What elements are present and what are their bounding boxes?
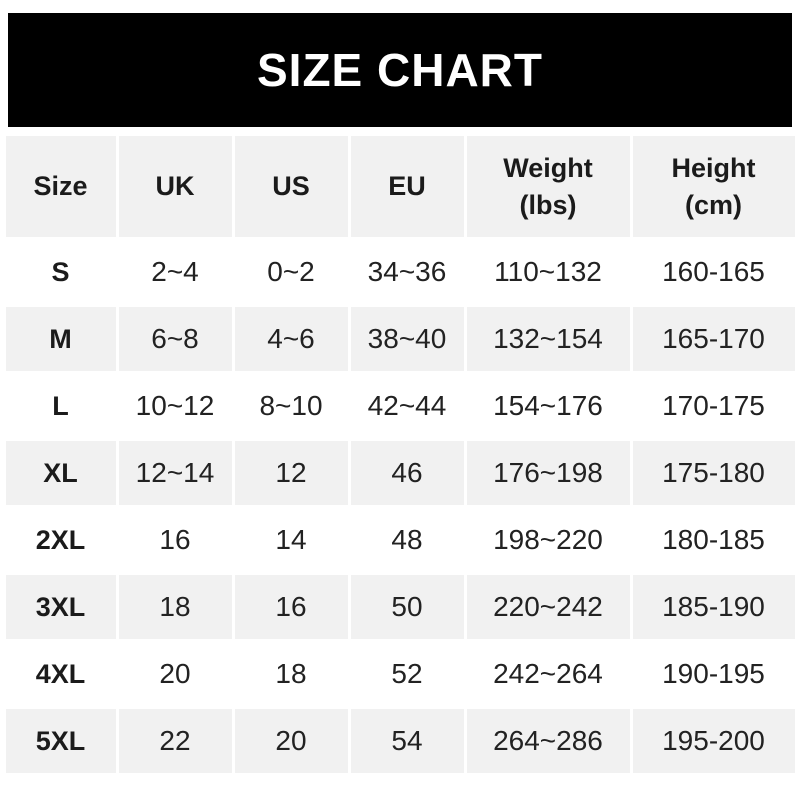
- height-cell: 170-175: [632, 374, 795, 438]
- us-cell: 8~10: [234, 374, 348, 438]
- table-row-s: S 2~4 0~2 34~36 110~132 160-165: [5, 240, 795, 304]
- us-cell: 4~6: [234, 307, 348, 371]
- table-row-5xl: 5XL 22 20 54 264~286 195-200: [5, 709, 795, 773]
- table-row-2xl: 2XL 16 14 48 198~220 180-185: [5, 508, 795, 572]
- weight-cell: 110~132: [466, 240, 630, 304]
- weight-cell: 242~264: [466, 642, 630, 706]
- us-cell: 12: [234, 441, 348, 505]
- size-cell: 5XL: [5, 709, 116, 773]
- uk-cell: 20: [118, 642, 232, 706]
- header-cell-height: Height (cm): [632, 136, 795, 237]
- us-cell: 0~2: [234, 240, 348, 304]
- eu-cell: 48: [350, 508, 464, 572]
- table-row-3xl: 3XL 18 16 50 220~242 185-190: [5, 575, 795, 639]
- table-row-4xl: 4XL 20 18 52 242~264 190-195: [5, 642, 795, 706]
- header-cell-weight: Weight (lbs): [466, 136, 630, 237]
- page-title: SIZE CHART: [257, 44, 543, 96]
- header-cell-us: US: [234, 136, 348, 237]
- eu-cell: 38~40: [350, 307, 464, 371]
- us-cell: 18: [234, 642, 348, 706]
- uk-cell: 2~4: [118, 240, 232, 304]
- eu-cell: 52: [350, 642, 464, 706]
- size-cell: XL: [5, 441, 116, 505]
- table-header: Size UK US EU Weight (lbs) Height (cm): [5, 136, 795, 237]
- size-cell: M: [5, 307, 116, 371]
- height-cell: 165-170: [632, 307, 795, 371]
- us-cell: 20: [234, 709, 348, 773]
- eu-cell: 54: [350, 709, 464, 773]
- size-chart-table: Size UK US EU Weight (lbs) Height (cm) S…: [3, 133, 798, 776]
- size-cell: 2XL: [5, 508, 116, 572]
- size-cell: 3XL: [5, 575, 116, 639]
- weight-cell: 198~220: [466, 508, 630, 572]
- header-row: Size UK US EU Weight (lbs) Height (cm): [5, 136, 795, 237]
- size-cell: L: [5, 374, 116, 438]
- weight-cell: 154~176: [466, 374, 630, 438]
- us-cell: 14: [234, 508, 348, 572]
- eu-cell: 50: [350, 575, 464, 639]
- height-cell: 180-185: [632, 508, 795, 572]
- size-cell: S: [5, 240, 116, 304]
- height-cell: 185-190: [632, 575, 795, 639]
- title-banner: SIZE CHART: [8, 13, 792, 127]
- eu-cell: 34~36: [350, 240, 464, 304]
- uk-cell: 10~12: [118, 374, 232, 438]
- height-cell: 190-195: [632, 642, 795, 706]
- weight-cell: 264~286: [466, 709, 630, 773]
- height-cell: 195-200: [632, 709, 795, 773]
- eu-cell: 42~44: [350, 374, 464, 438]
- uk-cell: 12~14: [118, 441, 232, 505]
- height-cell: 160-165: [632, 240, 795, 304]
- header-cell-eu: EU: [350, 136, 464, 237]
- uk-cell: 6~8: [118, 307, 232, 371]
- header-cell-uk: UK: [118, 136, 232, 237]
- eu-cell: 46: [350, 441, 464, 505]
- uk-cell: 22: [118, 709, 232, 773]
- table-body: S 2~4 0~2 34~36 110~132 160-165 M 6~8 4~…: [5, 240, 795, 773]
- uk-cell: 18: [118, 575, 232, 639]
- weight-cell: 132~154: [466, 307, 630, 371]
- table-row-xl: XL 12~14 12 46 176~198 175-180: [5, 441, 795, 505]
- size-cell: 4XL: [5, 642, 116, 706]
- weight-cell: 176~198: [466, 441, 630, 505]
- header-cell-size: Size: [5, 136, 116, 237]
- uk-cell: 16: [118, 508, 232, 572]
- height-cell: 175-180: [632, 441, 795, 505]
- table-row-m: M 6~8 4~6 38~40 132~154 165-170: [5, 307, 795, 371]
- weight-cell: 220~242: [466, 575, 630, 639]
- table-row-l: L 10~12 8~10 42~44 154~176 170-175: [5, 374, 795, 438]
- us-cell: 16: [234, 575, 348, 639]
